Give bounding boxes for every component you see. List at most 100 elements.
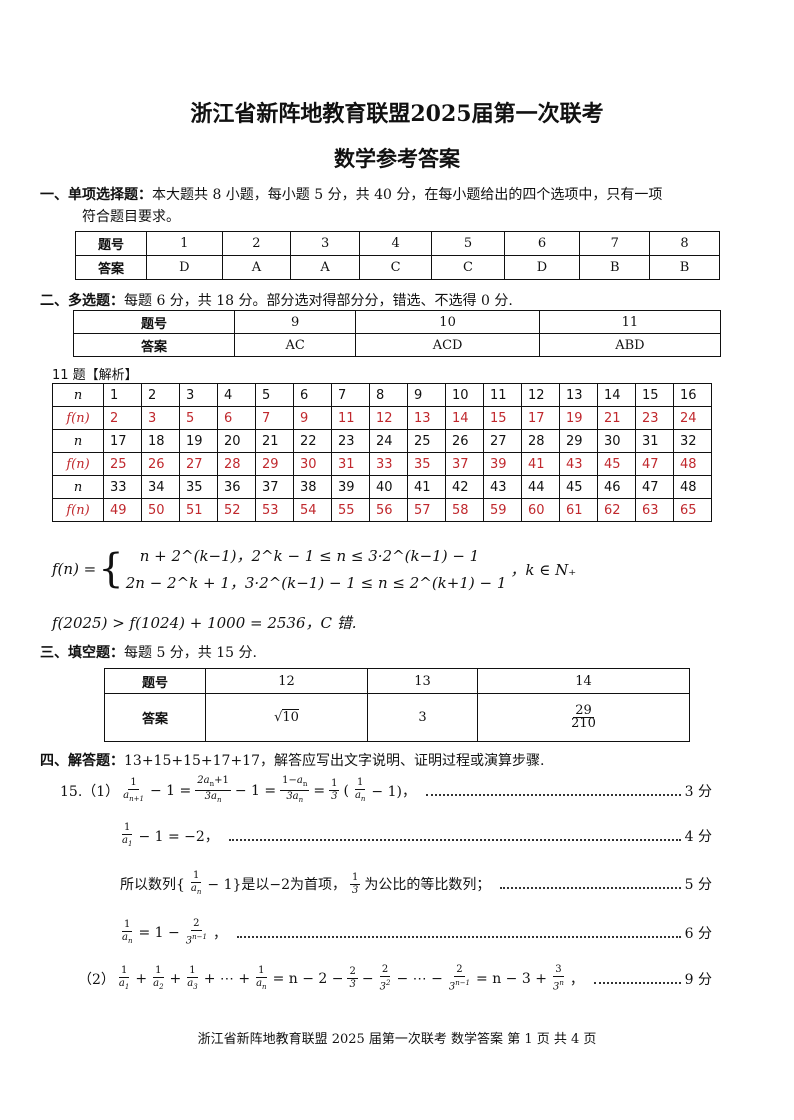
question-row: 题号 1 2 3 4 5 6 7 8 [75,231,720,256]
n-value: 35 [179,475,218,499]
score-label: 6 分 [684,925,712,942]
numerator: 1 [153,964,164,978]
answer-14: 29 210 [476,693,691,742]
math-text: − 1 = −2， [138,829,219,845]
answer-cell: A [221,255,292,280]
n-value: 30 [597,429,636,453]
denominator: 3 [349,979,356,991]
question-cell: 7 [579,231,651,256]
n-value: 23 [331,429,370,453]
fn-value: 51 [179,498,218,522]
n-value: 47 [635,475,674,499]
math-text: ( [343,782,349,799]
fn-value: 14 [445,406,484,430]
q-number: 13 [366,668,478,694]
fn-value: 55 [331,498,370,522]
score-label: 5 分 [684,877,712,893]
denominator: an [353,790,367,805]
numerator: 2 [454,964,465,977]
leader-dots [228,831,681,841]
fn-value: 50 [141,498,180,522]
n-value: 6 [293,383,332,407]
n-value: 2 [141,383,180,407]
fn-value: 53 [255,498,294,522]
n-value: 34 [141,475,180,499]
math-text: + ⋯ + [203,970,251,987]
multi-answer-table: 题号 9 10 11 答案 AC ACD ABD [73,310,722,357]
fn-value: 7 [255,406,294,430]
question-cell: 2 [221,231,292,256]
answer-12: √10 [205,693,368,742]
fn-value: 59 [483,498,522,522]
fn-value: 25 [103,452,142,476]
question-cell: 6 [503,231,581,256]
row-label: n [52,475,104,499]
math-symbol: a [256,977,263,989]
math-script: n [216,796,222,804]
math-script: n [127,936,133,945]
math-text: − 1)， [371,783,416,800]
question-row: 题号 9 10 11 [73,310,722,334]
denominator: 3 [331,791,338,802]
fn-value: 19 [559,406,598,430]
denominator: 3n−1 [447,977,472,993]
fraction: 3 3n [551,964,566,993]
fraction: 2an+1 3an [195,775,231,806]
math-text: 为公比的等比数列； [364,877,491,893]
fraction: 2 32 [378,964,393,993]
fn-value: 27 [179,452,218,476]
score-label: 3 分 [684,783,712,800]
question-cell: 3 [290,231,360,256]
n-value: 20 [217,429,256,453]
numerator: 1 [329,778,340,791]
q15-label: 15.（1） [60,783,120,800]
denominator: an [189,883,203,898]
math-text: + [169,970,182,987]
section1-text2: 符合题目要求。 [82,209,180,225]
n-value: 15 [635,383,674,407]
fn-value: 11 [331,406,370,430]
math-text: − 1 = [234,782,277,799]
math-text: − 1}是以−2为首项， [207,877,347,893]
row-label: f(n) [52,452,104,476]
numerator: 1−an [280,775,310,791]
row-label: f(n) [52,498,104,522]
question-cell: 8 [649,231,720,256]
fn-value: 41 [521,452,560,476]
fn-value: 30 [293,452,332,476]
n-value: 21 [255,429,294,453]
n-value: 48 [673,475,712,499]
leader-dots [500,879,681,889]
n-value: 18 [141,429,180,453]
answer-cell: C [358,255,433,280]
fn-value: 57 [407,498,446,522]
n-value: 36 [217,475,256,499]
row-label: n [52,383,104,407]
fn-value: 3 [141,406,180,430]
header-question: 题号 [104,668,206,694]
answer-cell: C [431,255,505,280]
n-value: 28 [521,429,560,453]
fn-row: f(n) 2 3 5 6 7 9 11 12 13 14 15 17 19 21 23 24 [52,406,712,430]
math-symbol: a [190,883,197,894]
fn-value: 28 [217,452,256,476]
solution-line: （2） 1 a1 +1 a2 +1 a3 + ⋯ +1 an = n − 2 −2 3−2 32− ⋯… [78,964,712,993]
n-value: 46 [597,475,636,499]
fn-value: 33 [369,452,408,476]
numerator: 1 [128,776,139,790]
math-script: 1 [127,840,133,848]
n-value: 9 [407,383,446,407]
n-value: 1 [103,383,142,407]
math-script: n [209,780,215,788]
fn-value: 61 [559,498,598,522]
fn-value: 56 [369,498,408,522]
header-answer: 答案 [104,693,206,742]
fn-value: 2 [103,406,142,430]
n-value: 22 [293,429,332,453]
case-2: 2n − 2^k + 1，3·2^(k−1) − 1 ≤ n ≤ 2^(k+1)… [125,574,507,592]
numerator: 1 [256,964,267,978]
fraction: 1−an 3an [280,775,310,806]
fn-value: 13 [407,406,446,430]
numerator: 1 [122,918,133,932]
score-label: 9 分 [684,971,712,988]
